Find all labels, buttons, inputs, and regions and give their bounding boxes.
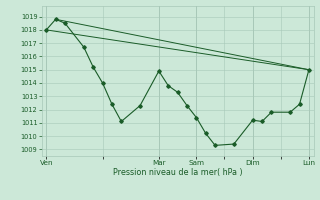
X-axis label: Pression niveau de la mer( hPa ): Pression niveau de la mer( hPa ): [113, 168, 243, 177]
